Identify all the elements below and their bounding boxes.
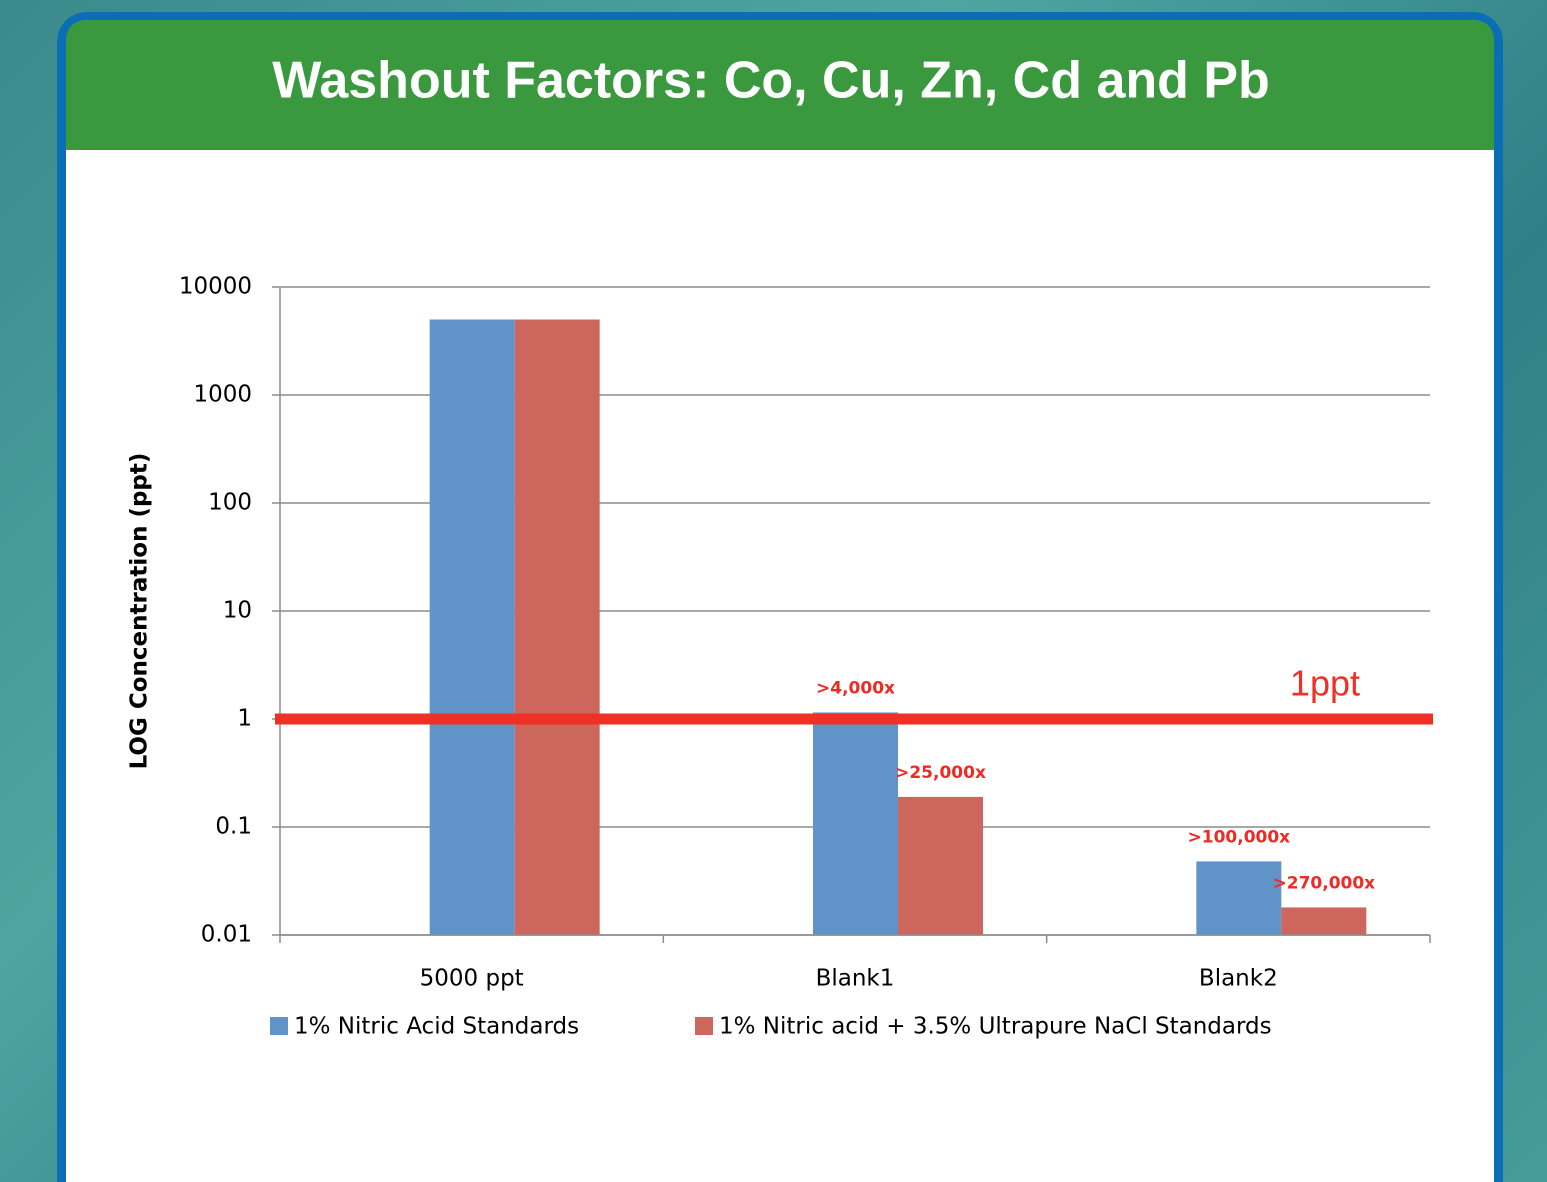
bar-annotation: >4,000x xyxy=(816,678,895,698)
y-tick-label: 10000 xyxy=(179,274,252,300)
y-tick-label: 0.1 xyxy=(215,814,252,840)
bar-annotation: >270,000x xyxy=(1273,873,1376,893)
bar xyxy=(1281,907,1367,935)
legend-swatch xyxy=(270,1017,288,1035)
bar xyxy=(1196,861,1282,935)
reference-label: 1ppt xyxy=(1290,663,1360,704)
y-tick-label: 10 xyxy=(223,598,252,624)
legend-label: 1% Nitric acid + 3.5% Ultrapure NaCl Sta… xyxy=(719,1014,1272,1040)
y-tick-label: 0.01 xyxy=(201,922,252,948)
legend-swatch xyxy=(695,1017,713,1035)
y-tick-label: 1000 xyxy=(193,382,252,408)
bar xyxy=(429,319,515,935)
y-axis-label: LOG Concentration (ppt) xyxy=(127,453,153,770)
bar-annotation: >100,000x xyxy=(1188,827,1291,847)
header xyxy=(66,20,1494,150)
card xyxy=(66,20,1494,1182)
bar-annotation: >25,000x xyxy=(895,763,986,783)
bar xyxy=(813,712,898,935)
y-tick-label: 100 xyxy=(208,490,252,516)
y-tick-label: 1 xyxy=(237,706,252,732)
x-tick-label: 5000 ppt xyxy=(420,966,524,992)
x-tick-label: Blank2 xyxy=(1199,966,1278,992)
bar xyxy=(898,796,983,935)
bar xyxy=(514,319,600,935)
chart-title: Washout Factors: Co, Cu, Zn, Cd and Pb xyxy=(272,52,1270,110)
x-tick-label: Blank1 xyxy=(816,966,895,992)
legend-label: 1% Nitric Acid Standards xyxy=(294,1014,579,1040)
